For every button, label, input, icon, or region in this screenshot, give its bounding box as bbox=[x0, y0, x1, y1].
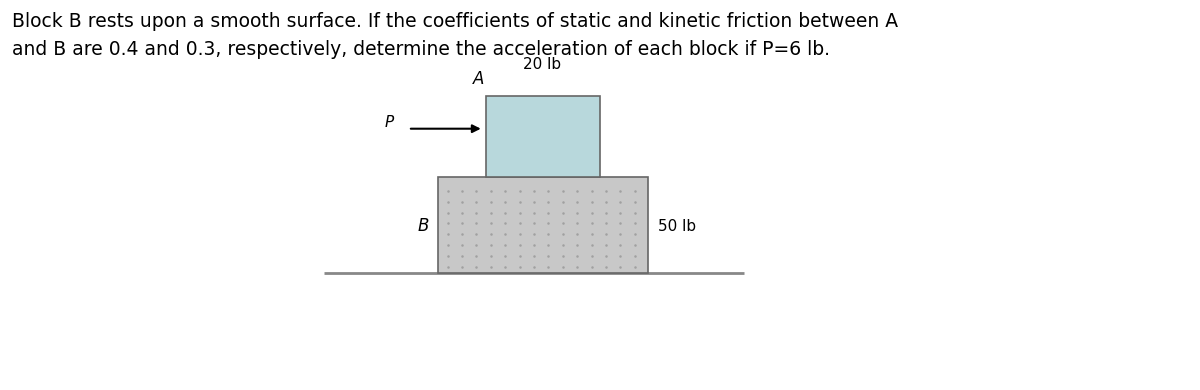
Text: P: P bbox=[384, 115, 394, 130]
Text: $A$: $A$ bbox=[472, 70, 485, 88]
Text: 50 lb: 50 lb bbox=[658, 219, 696, 234]
Text: $B$: $B$ bbox=[418, 217, 430, 235]
Text: 20 lb: 20 lb bbox=[523, 57, 562, 72]
Text: Block B rests upon a smooth surface. If the coefficients of static and kinetic f: Block B rests upon a smooth surface. If … bbox=[12, 12, 898, 59]
Bar bbox=[438, 177, 648, 273]
Bar bbox=[486, 96, 600, 177]
